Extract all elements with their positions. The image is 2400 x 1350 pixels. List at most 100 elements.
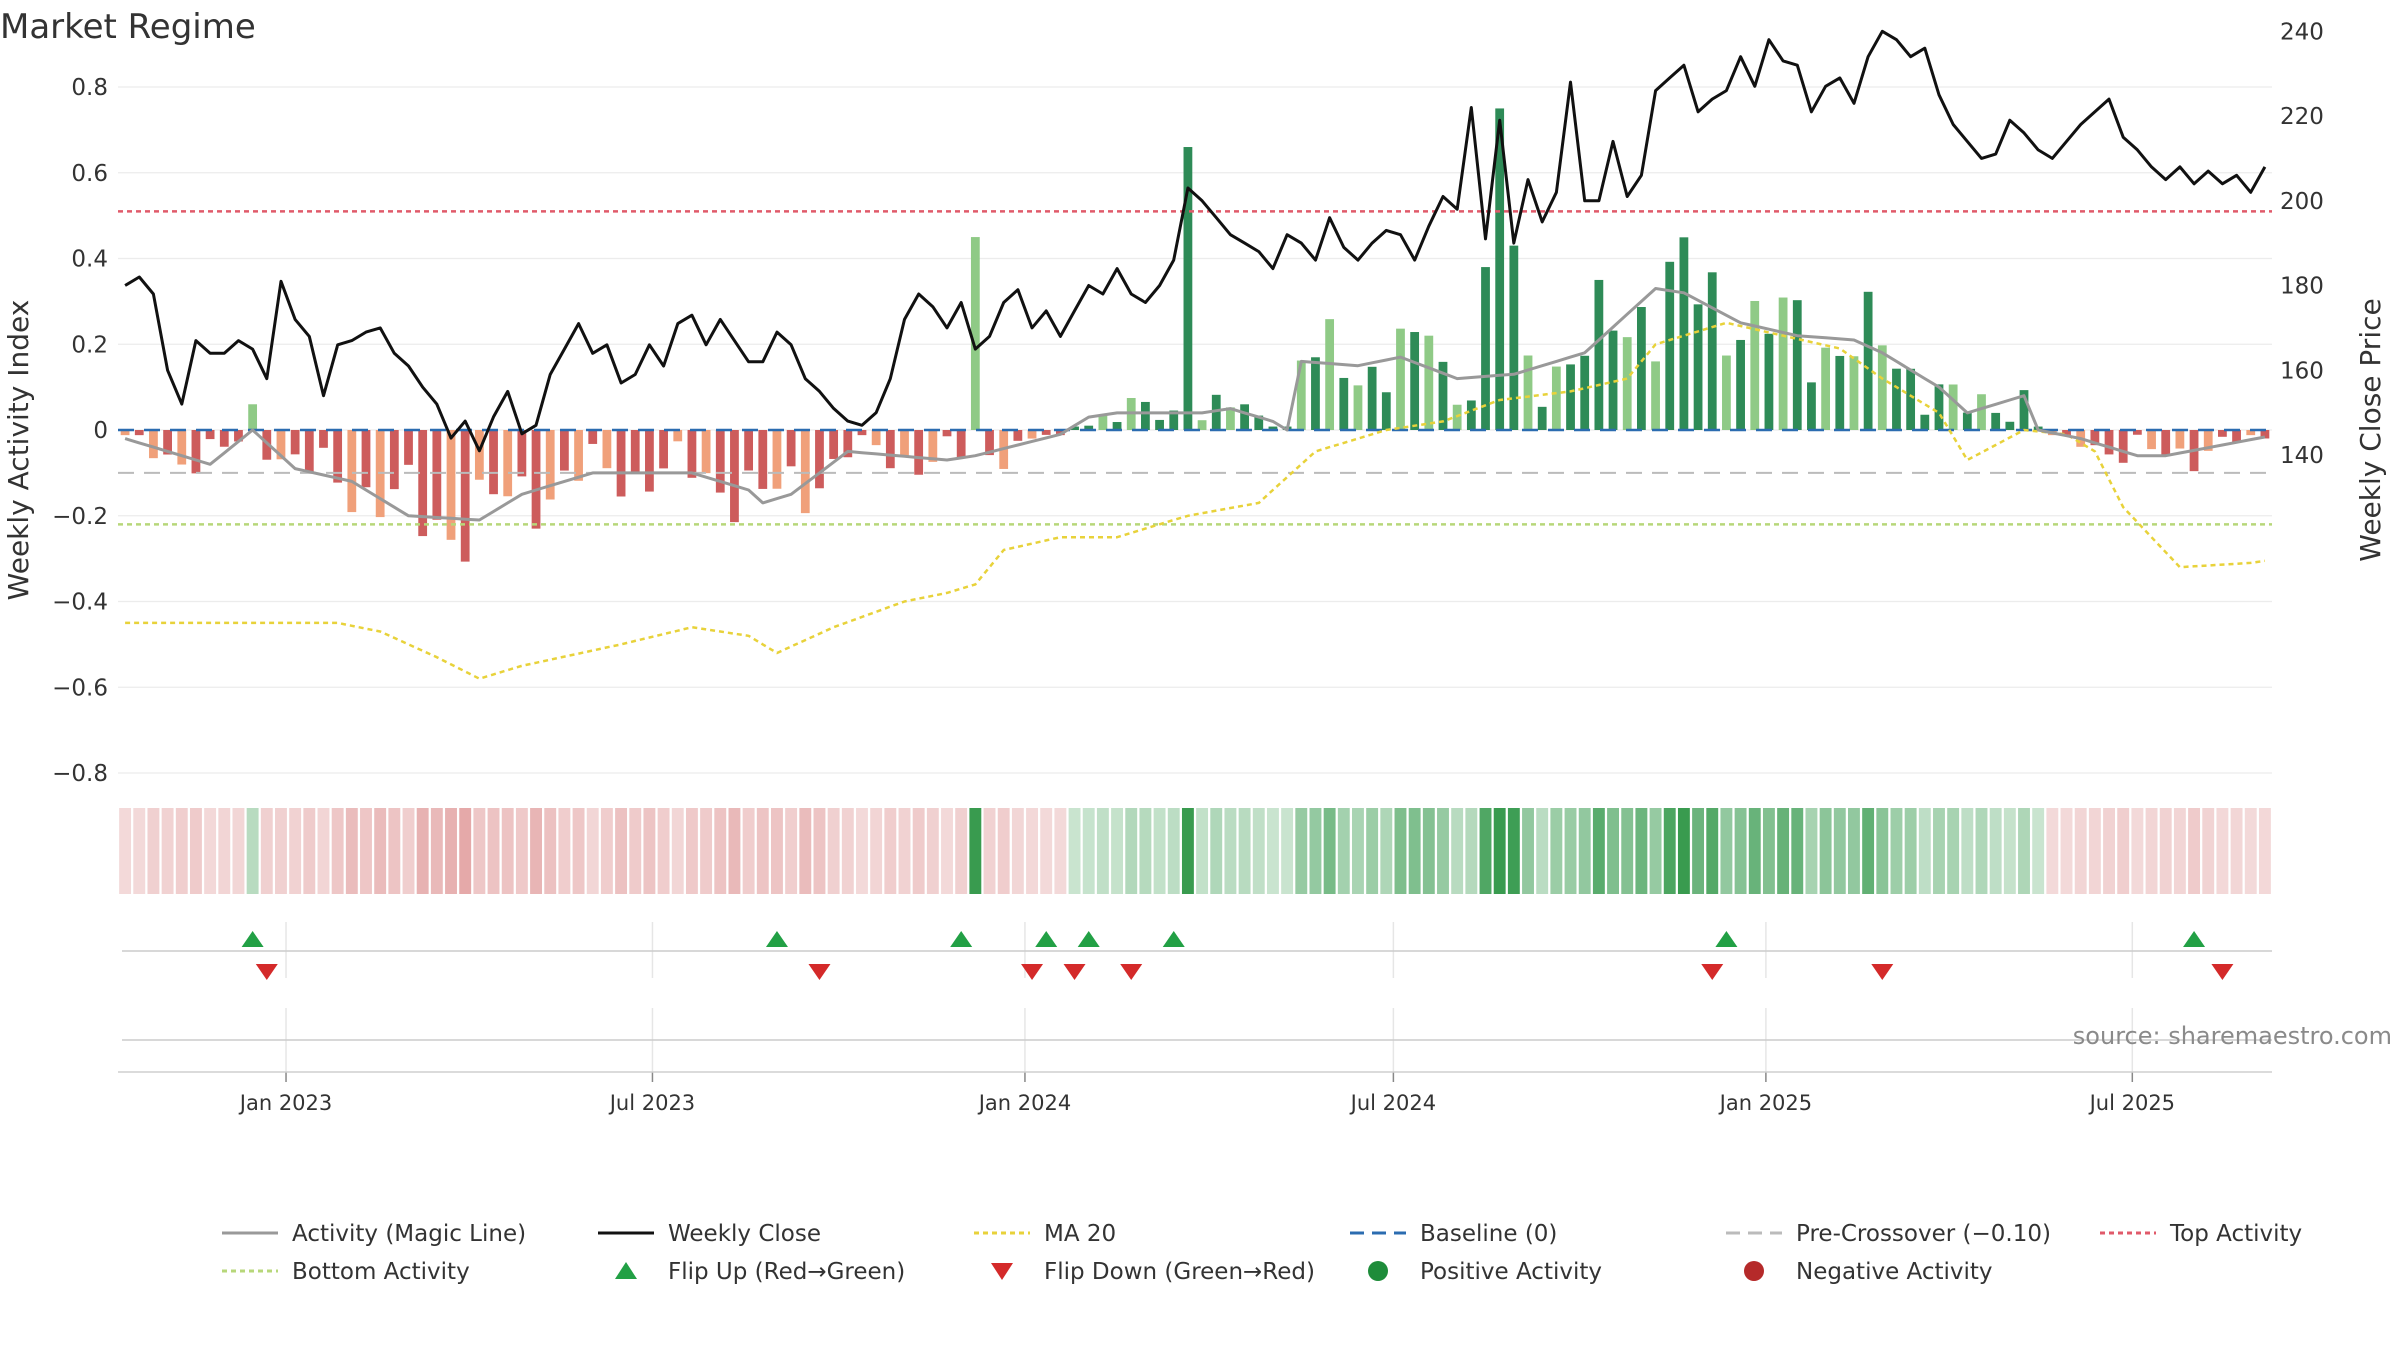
regime-band-cell bbox=[2159, 808, 2172, 894]
regime-band-cell bbox=[1054, 808, 1067, 894]
regime-band-cell bbox=[1266, 808, 1279, 894]
regime-band-cell bbox=[1153, 808, 1166, 894]
y-right-tick-label: 240 bbox=[2280, 19, 2324, 45]
activity-bar bbox=[2062, 430, 2071, 436]
regime-band-cell bbox=[260, 808, 273, 894]
flip-up-marker bbox=[1162, 931, 1185, 947]
legend-swatch bbox=[1368, 1261, 1388, 1281]
activity-bar bbox=[191, 430, 201, 474]
series-lines bbox=[124, 29, 2267, 680]
x-tick-label: Jul 2025 bbox=[2088, 1091, 2175, 1115]
regime-band-cell bbox=[615, 808, 628, 894]
regime-band-cell bbox=[317, 808, 330, 894]
activity-bar bbox=[1736, 339, 1745, 430]
regime-band-cell bbox=[1777, 808, 1790, 894]
grid-lines bbox=[118, 86, 2272, 1072]
regime-band-cell bbox=[2060, 808, 2073, 894]
regime-band-cell bbox=[1026, 808, 1038, 894]
activity-bar bbox=[1693, 304, 1703, 430]
activity-bar bbox=[2218, 430, 2227, 437]
regime-band-cell bbox=[643, 808, 656, 894]
regime-band-cell bbox=[1692, 808, 1705, 894]
regime-band-cell bbox=[1309, 808, 1322, 894]
regime-band-cell bbox=[2145, 808, 2158, 894]
activity-bar bbox=[2005, 421, 2015, 430]
activity-bar bbox=[2118, 430, 2128, 463]
regime-band-cell bbox=[1578, 808, 1591, 894]
regime-band-cell bbox=[1252, 808, 1265, 894]
flip-down-marker bbox=[2211, 964, 2234, 980]
regime-band-cell bbox=[714, 808, 727, 894]
y-left-tick-label: 0.4 bbox=[71, 247, 108, 273]
regime-band-cell bbox=[2202, 808, 2215, 894]
activity-magic-line bbox=[124, 287, 2266, 522]
regime-band-cell bbox=[218, 808, 231, 894]
activity-bar bbox=[715, 430, 725, 493]
activity-bar bbox=[1155, 419, 1164, 430]
activity-bar bbox=[1495, 108, 1505, 430]
regime-band-cell bbox=[572, 808, 585, 894]
legend-label: MA 20 bbox=[1044, 1221, 1116, 1247]
activity-bar bbox=[602, 430, 612, 469]
activity-bar bbox=[1934, 384, 1944, 430]
activity-bar bbox=[1821, 347, 1831, 430]
regime-band-cell bbox=[742, 808, 755, 894]
regime-band-cell bbox=[1479, 808, 1492, 894]
activity-bar bbox=[1396, 328, 1405, 430]
regime-band-cell bbox=[2173, 808, 2186, 894]
regime-band-cell bbox=[1082, 808, 1095, 894]
activity-bar bbox=[2090, 430, 2100, 446]
regime-band-cell bbox=[926, 808, 939, 894]
regime-band-cell bbox=[941, 808, 953, 894]
activity-bar bbox=[800, 430, 810, 514]
y-left-tick-label: −0.8 bbox=[52, 761, 108, 787]
flip-markers-panel bbox=[122, 931, 2272, 1041]
regime-band-cell bbox=[1890, 808, 1903, 894]
regime-band-cell bbox=[1125, 808, 1138, 894]
regime-band-cell bbox=[189, 808, 202, 894]
legend-swatch bbox=[1744, 1261, 1764, 1281]
activity-bar bbox=[517, 430, 527, 477]
activity-bar bbox=[1679, 237, 1689, 430]
regime-band-cell bbox=[1352, 808, 1364, 894]
activity-bar bbox=[730, 430, 739, 523]
axis-ticks: 0.80.60.40.20−0.2−0.4−0.6−0.828026024022… bbox=[52, 19, 2324, 1115]
regime-band-cell bbox=[2074, 808, 2087, 894]
activity-bar bbox=[985, 430, 994, 456]
activity-bar bbox=[1580, 355, 1590, 430]
regime-band-cell bbox=[161, 808, 174, 894]
regime-band-cell bbox=[416, 808, 429, 894]
activity-bar bbox=[389, 430, 399, 490]
activity-bar bbox=[531, 430, 541, 529]
regime-band-cell bbox=[1394, 808, 1407, 894]
activity-bar bbox=[304, 430, 314, 472]
activity-bar bbox=[163, 430, 172, 455]
legend-label: Negative Activity bbox=[1796, 1259, 1993, 1285]
regime-band-cell bbox=[657, 808, 670, 894]
regime-band-cell bbox=[983, 808, 996, 894]
activity-bar bbox=[942, 430, 952, 437]
activity-bar bbox=[1353, 385, 1363, 430]
activity-bar bbox=[545, 430, 555, 500]
regime-band-cell bbox=[275, 808, 287, 894]
activity-bar bbox=[489, 430, 498, 495]
y-axis-right-label: Weekly Close Price bbox=[2354, 298, 2387, 561]
regime-band-cell bbox=[884, 808, 897, 894]
flip-down-marker bbox=[1871, 964, 1894, 980]
regime-band-cell bbox=[473, 808, 486, 894]
regime-band-cell bbox=[1876, 808, 1889, 894]
regime-band-cell bbox=[2131, 808, 2144, 894]
regime-band-cell bbox=[388, 808, 401, 894]
regime-band-cell bbox=[2018, 808, 2030, 894]
activity-bar bbox=[786, 430, 796, 467]
activity-bar bbox=[588, 430, 598, 444]
flip-up-marker bbox=[1715, 931, 1738, 947]
activity-bar bbox=[701, 430, 711, 474]
activity-bar bbox=[630, 430, 640, 473]
activity-bar bbox=[319, 430, 328, 448]
legend-label: Weekly Close bbox=[668, 1221, 821, 1247]
regime-band-cell bbox=[1748, 808, 1761, 894]
flip-down-marker bbox=[1063, 964, 1086, 980]
regime-band-cell bbox=[1224, 808, 1237, 894]
activity-bar bbox=[2203, 430, 2213, 451]
